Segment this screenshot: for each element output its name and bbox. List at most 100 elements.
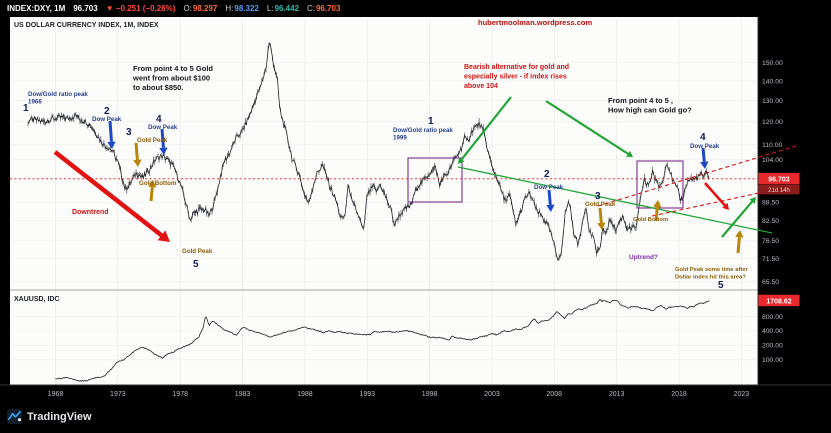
open-value: O: 98.297 <box>183 4 218 13</box>
price-axis-label: 104.00 <box>762 157 783 164</box>
bearish-breakdown-arrow[interactable] <box>704 182 729 210</box>
gold-peak-arrow-3-left-shaft <box>134 142 139 160</box>
num-3-right[interactable]: 3 <box>595 191 601 202</box>
downtrend-arrow-head <box>157 230 170 242</box>
gold-bottom-arrow-right[interactable] <box>653 200 662 222</box>
price-axis-label: 110.00 <box>762 142 783 149</box>
label-dowgold-1966[interactable]: Dow/Gold ratio peak 1966 <box>28 91 88 106</box>
gold-peak-arrow-3-left-head <box>133 159 142 167</box>
gold-peak-target-arrow-shaft <box>736 237 741 254</box>
dow-peak-arrow-2-right-shaft <box>547 189 552 205</box>
time-axis-label: 2018 <box>671 391 687 398</box>
num-4-left[interactable]: 4 <box>156 114 162 125</box>
price-change: ▼ −0.251 (−0.26%) <box>105 4 176 13</box>
dow-peak-arrow-2-left[interactable] <box>107 120 116 149</box>
dow-peak-arrow-4-left-head <box>159 147 168 155</box>
dow-peak-arrow-4-left[interactable] <box>159 128 168 155</box>
num-2-right[interactable]: 2 <box>544 169 550 180</box>
low-value: L: 96.442 <box>266 4 299 13</box>
price-axis-label: 130.00 <box>762 98 783 105</box>
num-2-left[interactable]: 2 <box>104 106 110 117</box>
label-goldbottom-left[interactable]: Gold Bottom <box>139 180 177 187</box>
high-value: H: 98.322 <box>225 4 259 13</box>
num-1-left[interactable]: 1 <box>23 103 29 114</box>
plot-background[interactable] <box>10 17 758 385</box>
symbol-title[interactable]: INDEX:DXY, 1M <box>7 4 66 13</box>
dow-peak-arrow-4-right[interactable] <box>700 147 709 169</box>
bearish-to-1999-box-arrow[interactable] <box>458 96 512 164</box>
note-bearish[interactable]: Bearish alternative for gold and especial… <box>464 64 569 90</box>
price-axis-label: 88.50 <box>762 200 779 207</box>
note-goldpeak-target[interactable]: Gold Peak some time after Dollar index hi… <box>675 267 749 281</box>
dow-peak-arrow-2-left-shaft <box>108 120 113 142</box>
gold-peak-arrow-3-left[interactable] <box>133 142 142 167</box>
time-axis-label: 1973 <box>110 391 126 398</box>
gold-peak-target-arrow[interactable] <box>735 230 744 254</box>
price-axis[interactable] <box>758 17 831 385</box>
label-downtrend[interactable]: Downtrend <box>72 209 109 216</box>
label-dowpeak-2-right[interactable]: Dow Peak <box>534 184 564 191</box>
bearish-to-2016-box-arrow[interactable] <box>545 100 633 157</box>
time-axis-label: 1988 <box>297 391 313 398</box>
dxy-series-line <box>27 42 710 261</box>
label-dowgold-1999[interactable]: Dow/Gold ratio peak 1999 <box>393 127 453 142</box>
green-descending-trendline[interactable] <box>457 166 773 234</box>
time-axis-label: 1968 <box>48 391 64 398</box>
tradingview-logo[interactable]: TradingView <box>7 409 92 424</box>
bearish-to-1999-box-arrow-head <box>458 157 465 164</box>
gold-peak-arrow-3-right-head <box>597 222 606 230</box>
consolidation-box-1999[interactable] <box>407 157 463 203</box>
num-4-right[interactable]: 4 <box>700 132 706 143</box>
label-dowpeak-4-left[interactable]: Dow Peak <box>148 124 178 131</box>
last-price: 96.703 <box>73 4 98 13</box>
label-goldpeak-3-left[interactable]: Gold Peak <box>137 137 168 144</box>
time-axis-label: 2023 <box>734 391 750 398</box>
blog-watermark: hubertmoolman.wordpress.com <box>478 18 593 27</box>
label-goldbottom-right[interactable]: Gold Bottom <box>633 217 668 223</box>
dow-peak-arrow-2-right-head <box>546 204 555 212</box>
price-axis-label: 82.50 <box>762 218 779 225</box>
dxy-panel-title: US DOLLAR CURRENCY INDEX, 1M, INDEX <box>14 22 159 29</box>
close-value: C: 96.703 <box>306 4 341 13</box>
label-dowpeak-2-left[interactable]: Dow Peak <box>92 116 122 123</box>
gold-peak-arrow-3-right-shaft <box>598 207 603 223</box>
price-axis-label: 200.00 <box>762 343 783 350</box>
consolidation-box-2016[interactable] <box>636 160 684 209</box>
bearish-breakdown-arrow-head <box>722 202 729 210</box>
bearish-to-1999-box-arrow-shaft <box>460 96 512 160</box>
uptrend-arrow[interactable] <box>721 197 756 238</box>
gold-peak-arrow-3-right[interactable] <box>597 207 606 230</box>
price-axis-label: 400.00 <box>762 328 783 335</box>
num-1-right[interactable]: 1 <box>428 116 434 127</box>
label-dowpeak-4-right[interactable]: Dow Peak <box>690 143 720 150</box>
num-5-left[interactable]: 5 <box>193 259 199 270</box>
bar-countdown-text: 21d 14h <box>768 188 790 194</box>
brand-label: TradingView <box>27 410 92 423</box>
downtrend-arrow-shaft <box>53 150 163 238</box>
downtrend-arrow[interactable] <box>53 150 170 242</box>
dow-peak-arrow-4-right-shaft <box>701 147 706 162</box>
num-5-right[interactable]: 5 <box>718 280 724 291</box>
time-axis[interactable] <box>0 385 831 400</box>
time-axis-label: 2013 <box>609 391 625 398</box>
price-axis-label: 100.00 <box>762 357 783 364</box>
dow-peak-arrow-4-left-shaft <box>160 128 165 148</box>
tradingview-logo-icon <box>7 409 22 424</box>
label-goldpeak-3-right[interactable]: Gold Peak <box>585 201 616 208</box>
num-3-left[interactable]: 3 <box>126 127 132 138</box>
symbol-info-bar: INDEX:DXY, 1M 96.703 ▼ −0.251 (−0.26%) O… <box>0 0 831 17</box>
note-point4to5-left[interactable]: From point 4 to 5 Gold went from about $1… <box>132 64 213 92</box>
time-axis-label: 1998 <box>422 391 438 398</box>
dow-peak-arrow-2-left-head <box>107 141 116 149</box>
price-axis-label: 150.00 <box>762 60 783 67</box>
label-goldpeak-5-left[interactable]: Gold Peak <box>182 248 213 255</box>
price-axis-label: 71.50 <box>762 256 779 263</box>
label-uptrend[interactable]: Uptrend? <box>629 254 658 261</box>
bearish-to-2016-box-arrow-head <box>626 150 633 157</box>
gold-bottom-arrow-left[interactable] <box>148 180 157 202</box>
note-point4to5-right[interactable]: From point 4 to 5 , How high can Gold go? <box>608 96 692 115</box>
gold-series-line <box>55 298 710 382</box>
dow-peak-arrow-2-right[interactable] <box>546 189 555 212</box>
price-axis-label: 800.00 <box>762 314 783 321</box>
